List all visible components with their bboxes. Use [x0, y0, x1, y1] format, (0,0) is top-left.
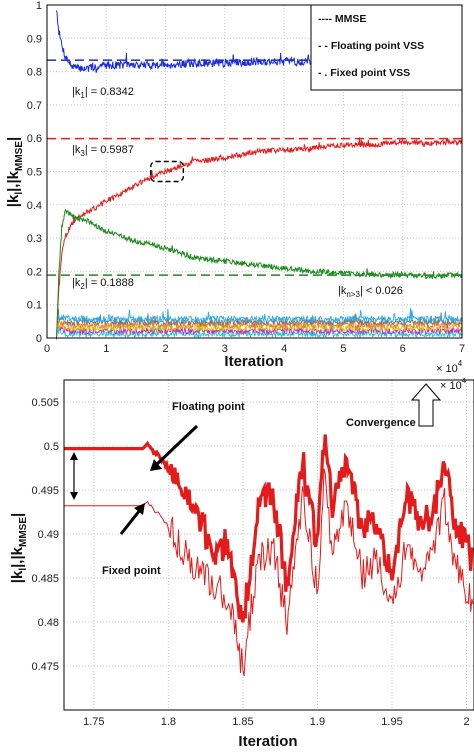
top-y-tick-label: 0.4	[27, 200, 42, 212]
top-noise-line	[57, 308, 463, 324]
top-y-tick-label: 0.5	[27, 167, 42, 179]
fixed-point-label: Fixed point	[102, 565, 161, 577]
convergence-callout: Convergence	[346, 383, 442, 429]
top-x-axis-title: Iteration	[224, 353, 283, 370]
bottom-plot-frame	[63, 379, 474, 711]
top-x-multiplier: × 104	[436, 359, 463, 375]
top-dashed-box	[150, 160, 185, 183]
up-arrow-icon	[410, 383, 442, 427]
bottom-y-tick-label: 0.505	[31, 397, 59, 409]
bottom-tick-labels: 1.75 1.8 1.85 1.9 1.95 2 0.475 0.48 0.485 0.49 0.4…	[31, 397, 469, 728]
floating-point-label: Floating point	[172, 401, 245, 413]
top-y-tick-label: 0.2	[27, 266, 42, 278]
chart-top-svg: 0 1 2 3 4 5 6 7 0 0.1 0.2 0.3 0.4 0.5 0.6 0.7 0.8 0.9 1 --…	[5, 0, 465, 375]
chart-panel-top: 0 1 2 3 4 5 6 7 0 0.1 0.2 0.3 0.4 0.5 0.6 0.7 0.8 0.9 1 --…	[5, 0, 465, 375]
top-y-tick-label: 0.8	[27, 67, 42, 79]
top-x-tick-label: 6	[400, 343, 406, 355]
top-x-tick-label: 4	[281, 343, 287, 355]
top-series-line	[56, 137, 463, 340]
bottom-y-tick-label: 0.485	[31, 573, 59, 585]
top-y-tick-label: 1	[36, 0, 42, 12]
annotation-k3: |k3| = 0.5987	[72, 144, 134, 158]
convergence-label: Convergence	[346, 417, 416, 429]
top-y-axis-title: |kl|,|kMMSE|	[5, 137, 25, 207]
top-y-tick-label: 0.6	[27, 133, 42, 145]
top-y-tick-label: 0.3	[27, 233, 42, 245]
bottom-x-multiplier: × 104	[440, 378, 467, 392]
top-y-tick-label: 0	[36, 333, 42, 345]
bottom-x-tick-label: 1.85	[232, 716, 253, 728]
bottom-y-tick-label: 0.48	[38, 617, 59, 629]
legend-entry-floating: - - Floating point VSS	[318, 40, 424, 52]
bottom-series-lines	[64, 434, 474, 677]
annotation-k1: |k1| = 0.8342	[72, 86, 134, 100]
legend-entry-fixed: - . Fixed point VSS	[318, 67, 410, 79]
top-noise-line	[57, 322, 463, 339]
top-x-tick-label: 0	[44, 343, 50, 355]
top-x-tick-label: 5	[340, 343, 346, 355]
legend-box	[310, 4, 463, 91]
bottom-grid	[64, 380, 474, 710]
bottom-y-tick-label: 0.5	[44, 441, 59, 453]
top-tick-labels: 0 1 2 3 4 5 6 7 0 0.1 0.2 0.3 0.4 0.5 0.6 0.7 0.8 0.9 1	[27, 0, 465, 355]
top-x-tick-label: 3	[222, 343, 228, 355]
annotation-k2: |k2| = 0.1888	[72, 277, 134, 291]
chart-bottom-svg: 1.75 1.8 1.85 1.9 1.95 2 0.475 0.48 0.485 0.49 0.4…	[9, 378, 474, 750]
top-y-tick-label: 0.7	[27, 100, 42, 112]
bottom-y-axis-title: |kl|,|kMMSE|	[9, 513, 29, 583]
bottom-x-tick-label: 1.75	[83, 716, 104, 728]
chart-panel-bottom: 1.75 1.8 1.85 1.9 1.95 2 0.475 0.48 0.485 0.49 0.4…	[0, 378, 474, 754]
legend-entry-mmse: ---- MMSE	[318, 13, 366, 25]
top-x-tick-label: 7	[459, 343, 465, 355]
bottom-x-tick-label: 1.95	[381, 716, 402, 728]
top-y-tick-label: 0.9	[27, 33, 42, 45]
top-legend: ---- MMSE - - Floating point VSS - . Fix…	[310, 4, 463, 91]
bottom-x-tick-label: 2	[463, 716, 469, 728]
bottom-y-tick-label: 0.475	[31, 661, 59, 673]
top-y-tick-label: 0.1	[27, 300, 42, 312]
top-noise-series	[57, 308, 463, 339]
bottom-x-tick-label: 1.8	[161, 716, 176, 728]
floating-point-callout: Floating point	[150, 401, 245, 471]
top-x-tick-label: 2	[163, 343, 169, 355]
top-series-line	[56, 208, 463, 340]
bottom-x-axis-title: Iteration	[238, 733, 297, 750]
bottom-y-tick-label: 0.495	[31, 485, 59, 497]
top-plot-frame	[46, 4, 463, 339]
top-x-tick-label: 1	[103, 343, 109, 355]
annotation-kn: |kn>3| < 0.026	[338, 285, 403, 299]
bottom-y-tick-label: 0.49	[38, 529, 59, 541]
fixed-point-line	[64, 468, 474, 677]
zoom-region-box	[150, 160, 185, 183]
bottom-x-tick-label: 1.9	[310, 716, 325, 728]
fixed-point-callout: Fixed point	[102, 503, 161, 577]
floating-point-line	[64, 434, 474, 623]
level-gap-arrow	[70, 452, 78, 500]
